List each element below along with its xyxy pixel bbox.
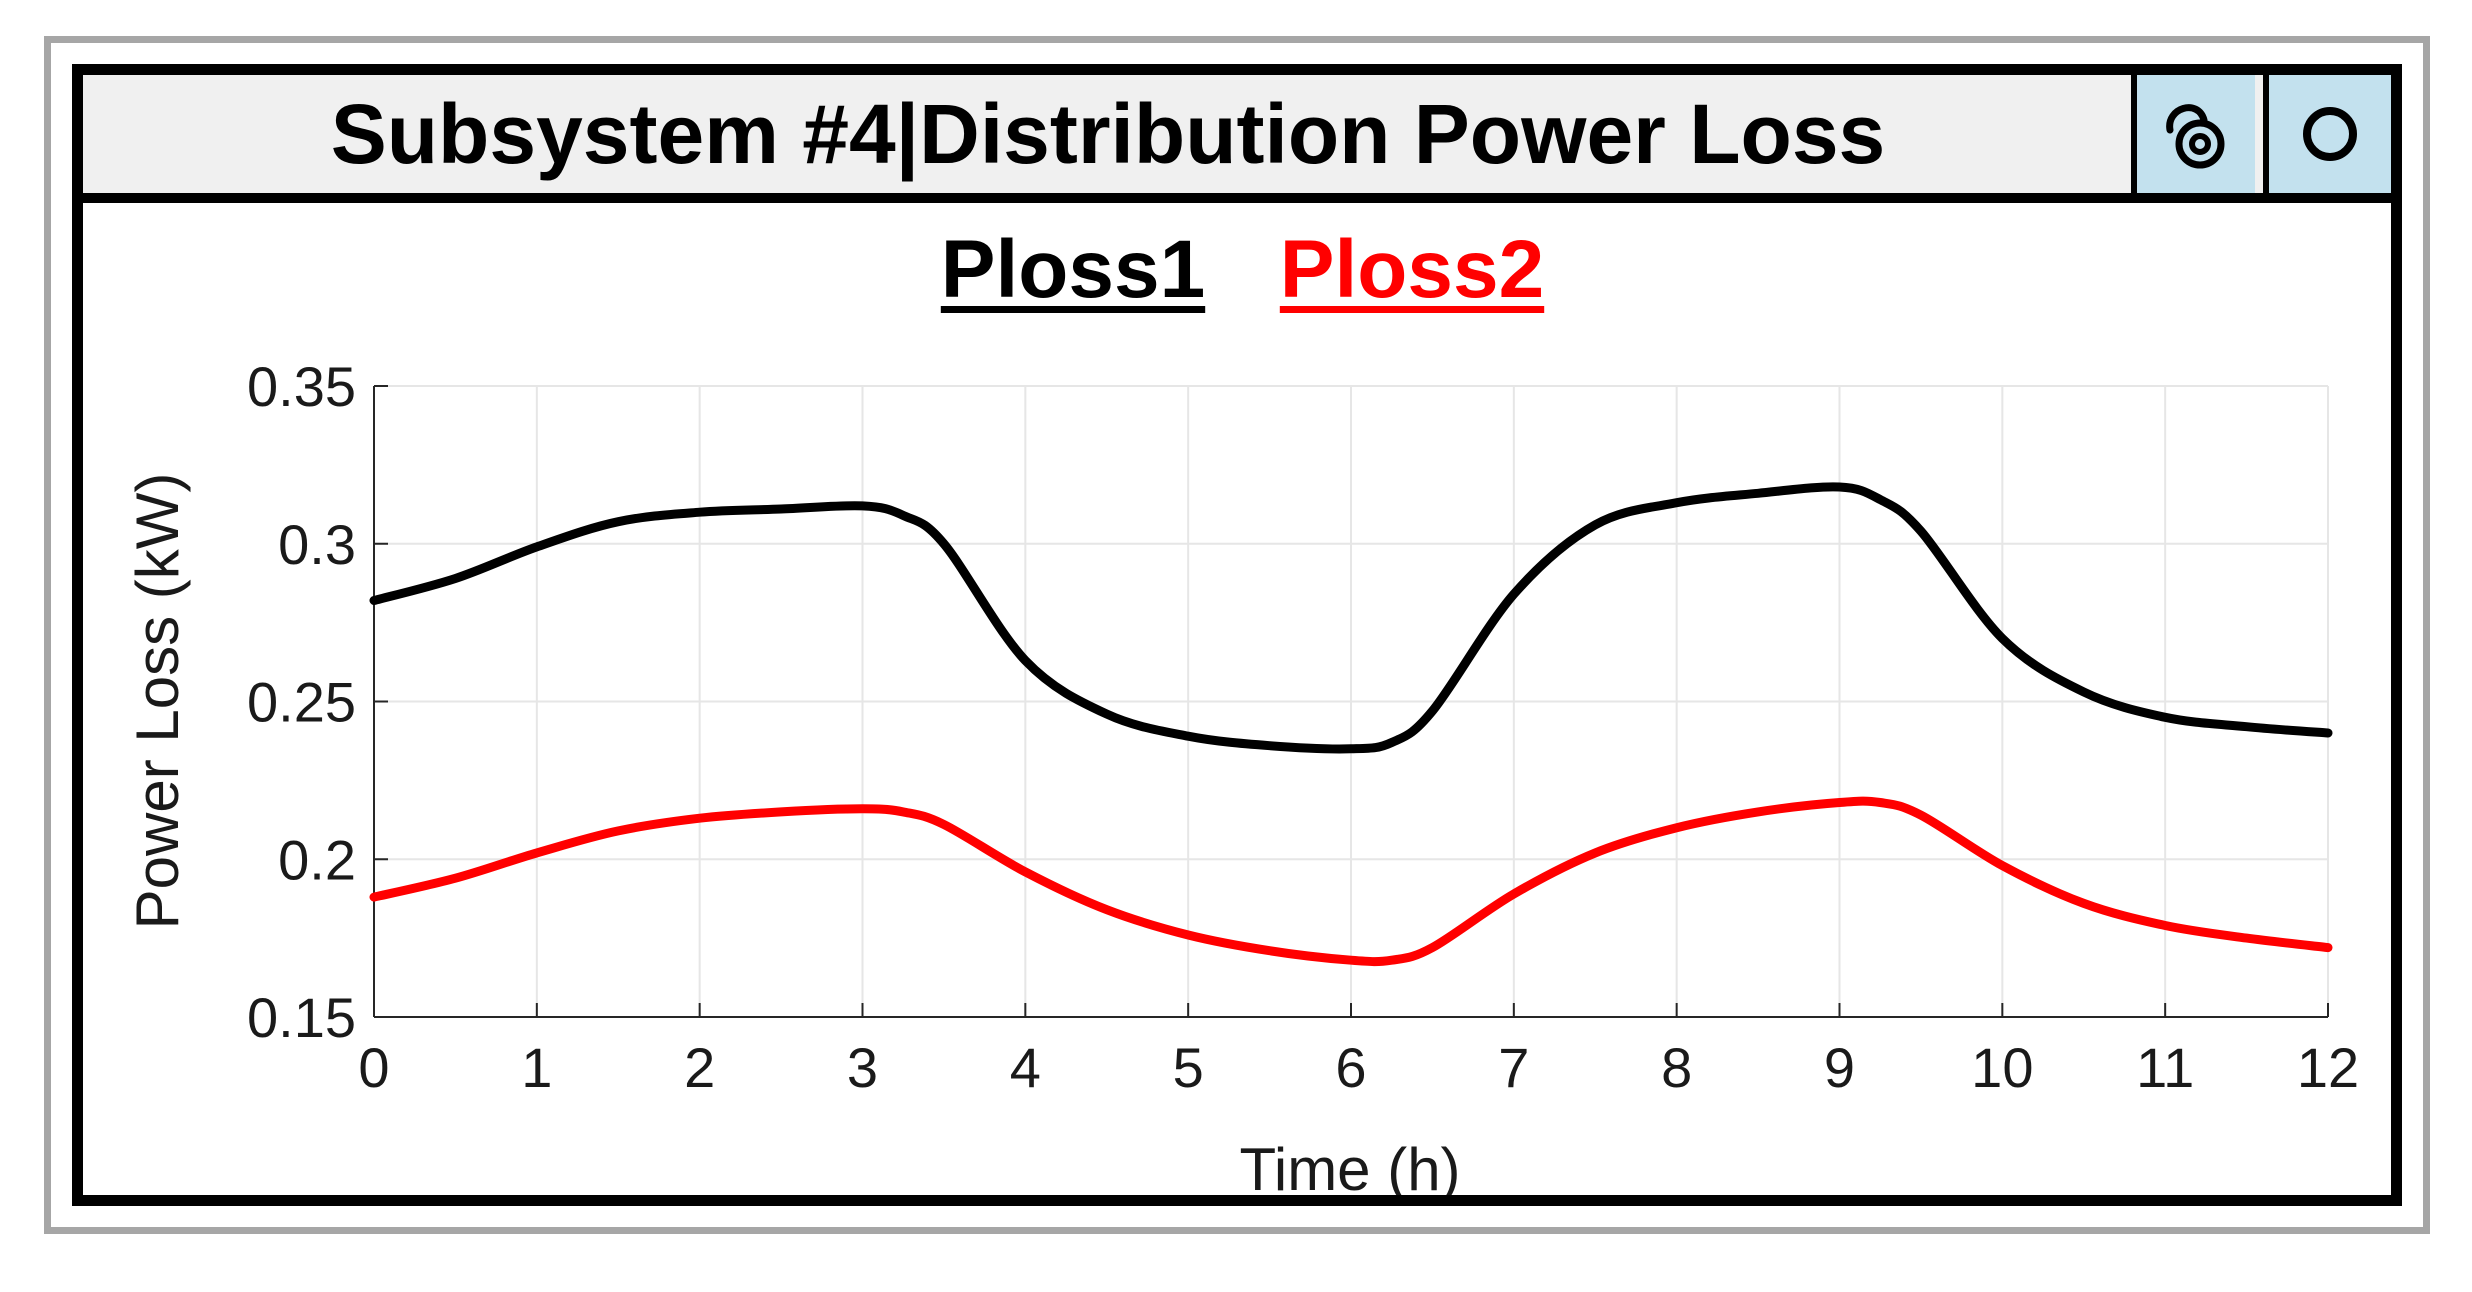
window-title: Subsystem #4|Distribution Power Loss [330, 87, 1886, 181]
x-tick-label: 0 [358, 1036, 389, 1099]
undock-button[interactable] [2131, 75, 2255, 193]
x-tick-label: 2 [684, 1036, 715, 1099]
legend-item-ploss2[interactable]: Ploss2 [1280, 224, 1544, 315]
x-tick-label: 3 [847, 1036, 878, 1099]
series-line-ploss2 [369, 796, 2333, 967]
undock-icon [2166, 104, 2225, 169]
power-loss-chart: 0 1 2 3 4 5 6 7 8 9 10 11 120.150.20.250.30.35 Ploss… [124, 224, 2359, 1195]
y-tick-label: 0.15 [247, 986, 356, 1049]
x-axis-label: Time (h) [1239, 1136, 1460, 1195]
x-tick-label: 6 [1335, 1036, 1366, 1099]
y-tick-label: 0.2 [278, 828, 356, 891]
y-tick-label: 0.35 [247, 355, 356, 418]
legend: Ploss1 Ploss2 [940, 224, 1545, 315]
close-button[interactable] [2263, 75, 2391, 193]
title-bar: Subsystem #4|Distribution Power Loss [83, 75, 2391, 203]
legend-item-ploss1[interactable]: Ploss1 [941, 224, 1205, 315]
x-tick-label: 10 [1971, 1036, 2033, 1099]
x-tick-label: 4 [1010, 1036, 1041, 1099]
x-tick-label: 12 [2297, 1036, 2359, 1099]
x-tick-label: 7 [1498, 1036, 1529, 1099]
x-tick-label: 8 [1661, 1036, 1692, 1099]
legend-underline-ploss1 [940, 306, 1206, 313]
legend-underline-ploss2 [1279, 306, 1545, 313]
axes: 0 1 2 3 4 5 6 7 8 9 10 11 120.150.20.250.30.35 [247, 355, 2359, 1099]
y-tick-label: 0.3 [278, 513, 356, 576]
circle-icon [2303, 107, 2357, 161]
series-line-ploss1 [369, 482, 2333, 754]
x-tick-label: 5 [1173, 1036, 1204, 1099]
x-tick-label: 1 [521, 1036, 552, 1099]
y-axis-label: Power Loss (kW) [124, 473, 191, 930]
x-tick-label: 9 [1824, 1036, 1855, 1099]
y-tick-label: 0.25 [247, 671, 356, 734]
x-tick-label: 11 [2136, 1036, 2194, 1099]
series-lines [369, 482, 2333, 967]
